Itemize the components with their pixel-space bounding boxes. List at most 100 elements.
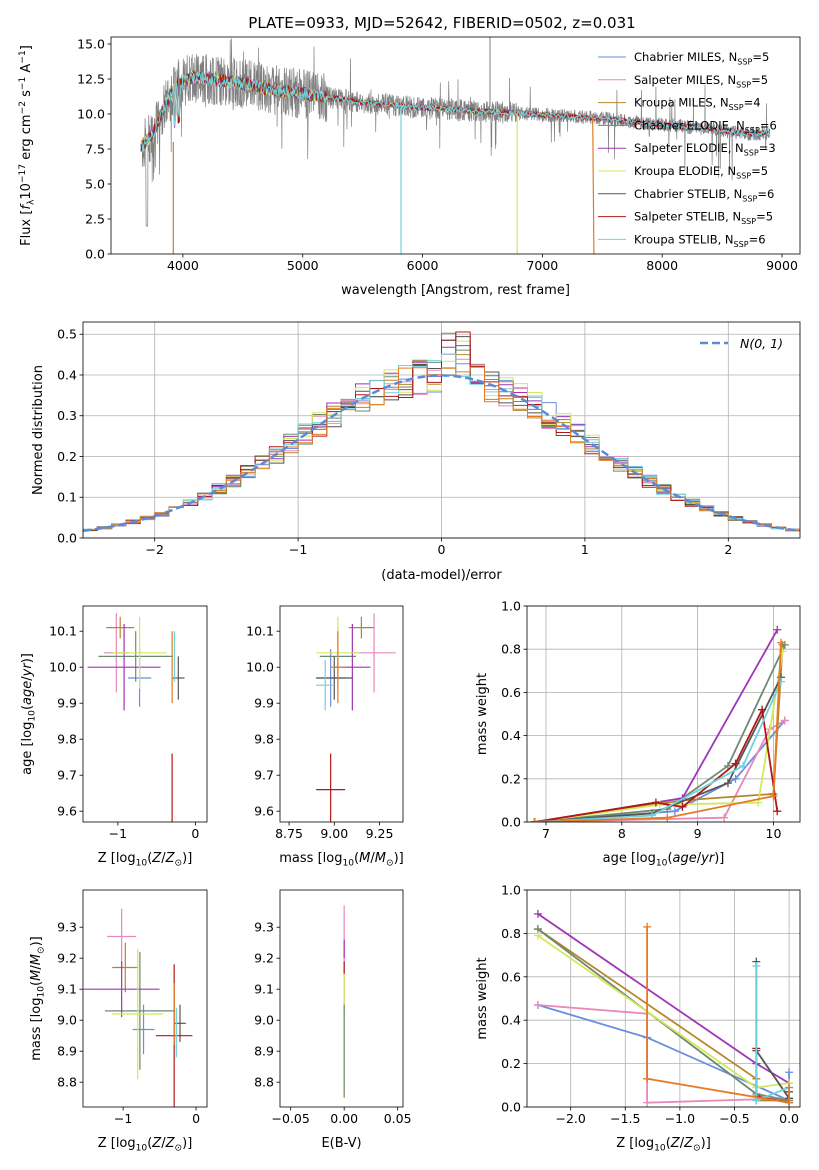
weight-line bbox=[537, 1004, 790, 1102]
errorbar-point bbox=[87, 624, 161, 711]
legend-entry: Kroupa STELIB, NSSP=6 bbox=[634, 232, 766, 249]
x-tick-label: 8000 bbox=[646, 258, 678, 273]
y-tick-label: 0.6 bbox=[501, 969, 521, 984]
y-tick-label: 0.2 bbox=[501, 771, 521, 786]
x-axis-label: Z [log10(Z/Z⊙)] bbox=[98, 1136, 193, 1154]
x-tick-label: 7000 bbox=[526, 258, 558, 273]
x-tick-label: 0 bbox=[192, 1111, 200, 1126]
weight-marker bbox=[723, 761, 732, 770]
weight-line bbox=[534, 651, 784, 822]
panel-mass_vs_EBV: −0.05 0.00 0.05 8.8 8.9 9.0 9.1 9.2 9.3 E(B-V) bbox=[254, 889, 412, 1151]
y-tick-label: 0.2 bbox=[57, 449, 77, 464]
y-tick-label: 0.4 bbox=[501, 1013, 521, 1028]
plot-area-weight_vs_age bbox=[530, 625, 789, 822]
x-tick-label: 1 bbox=[581, 542, 589, 557]
weight-line bbox=[646, 926, 790, 1104]
y-tick-label: 9.3 bbox=[57, 920, 77, 935]
x-axis-label: E(B-V) bbox=[321, 1136, 361, 1151]
x-tick-label: −0.05 bbox=[272, 1111, 310, 1126]
weight-marker bbox=[785, 1068, 794, 1077]
y-tick-label: 10.0 bbox=[246, 660, 274, 675]
x-tick-label: 7 bbox=[542, 826, 550, 841]
x-tick-label: −1.5 bbox=[610, 1111, 640, 1126]
weight-marker bbox=[720, 813, 729, 822]
y-tick-label: 9.8 bbox=[57, 732, 77, 747]
y-axis-label: age [log10(age/yr)] bbox=[20, 653, 38, 775]
weight-marker bbox=[651, 798, 660, 807]
weight-marker bbox=[663, 813, 672, 822]
weight-marker bbox=[678, 802, 687, 811]
y-tick-label: 9.0 bbox=[57, 1013, 77, 1028]
weight-marker bbox=[670, 807, 679, 816]
legend-entry: N(0, 1) bbox=[740, 336, 783, 351]
x-tick-label: −1 bbox=[114, 1111, 132, 1126]
x-axis-label: wavelength [Angstrom, rest frame] bbox=[341, 283, 570, 298]
legend-normal: N(0, 1) bbox=[700, 336, 783, 351]
x-tick-label: −1 bbox=[109, 826, 127, 841]
weight-line bbox=[534, 644, 784, 822]
weight-line bbox=[755, 961, 790, 1102]
y-tick-label: 9.8 bbox=[254, 732, 274, 747]
panel-weight_vs_age: 7 8 9 10 0.0 0.2 0.4 0.6 0.8 1.0 age [log10(age/yr… bbox=[475, 599, 801, 869]
x-tick-label: 8 bbox=[618, 826, 626, 841]
y-tick-label: 9.3 bbox=[254, 920, 274, 935]
y-tick-label: 0.1 bbox=[57, 490, 77, 505]
panel-age_vs_Z: −1 0 9.6 9.7 9.8 9.9 10.0 10.1 Z [log10(Z/Z⊙)] ag… bbox=[20, 605, 208, 869]
x-tick-label: 0.0 bbox=[779, 1111, 799, 1126]
x-tick-label: 6000 bbox=[407, 258, 439, 273]
weight-line bbox=[537, 913, 790, 1084]
errorbar-point bbox=[98, 631, 173, 682]
y-tick-label: 10.1 bbox=[246, 624, 274, 639]
y-axis-label: mass weight bbox=[475, 673, 490, 755]
y-tick-label: 9.0 bbox=[254, 1013, 274, 1028]
errorbar-point bbox=[83, 961, 160, 1018]
weight-marker bbox=[643, 1074, 652, 1083]
errorbar-point bbox=[112, 942, 139, 993]
y-tick-label: 0.5 bbox=[57, 327, 77, 342]
weight-line bbox=[534, 642, 782, 822]
weight-marker bbox=[731, 774, 740, 783]
weight-marker bbox=[530, 818, 539, 822]
x-tick-label: 0.00 bbox=[330, 1111, 358, 1126]
errorbar-point bbox=[132, 1004, 155, 1055]
y-tick-label: 9.7 bbox=[57, 768, 77, 783]
axes-frame bbox=[279, 889, 404, 1108]
x-axis-label: mass [log10(M/M⊙)] bbox=[279, 851, 403, 869]
x-tick-label: 0.05 bbox=[384, 1111, 412, 1126]
y-tick-label: 0.0 bbox=[501, 1100, 521, 1115]
panel-spectrum: 4000 5000 6000 7000 8000 9000 0.0 2.5 5.0 7.5 10.0… bbox=[18, 36, 801, 298]
plot-area-residuals bbox=[83, 331, 800, 538]
weight-marker bbox=[785, 1083, 794, 1092]
kroupa-miles-edge bbox=[592, 116, 595, 254]
weight-line bbox=[534, 629, 779, 822]
axes-frame bbox=[82, 889, 208, 1108]
y-tick-label: 10.0 bbox=[77, 107, 105, 122]
y-tick-label: 5.0 bbox=[85, 177, 105, 192]
errorbar-point bbox=[316, 656, 353, 700]
y-tick-label: 9.7 bbox=[254, 768, 274, 783]
x-tick-label: −2.0 bbox=[556, 1111, 586, 1126]
x-tick-label: 8.75 bbox=[275, 826, 303, 841]
weight-line bbox=[534, 644, 786, 822]
legend-entry: Salpeter ELODIE, NSSP=3 bbox=[634, 141, 776, 158]
legend-entry: Kroupa ELODIE, NSSP=5 bbox=[634, 164, 768, 181]
y-tick-label: 0.6 bbox=[501, 685, 521, 700]
normal-curve bbox=[83, 374, 800, 533]
y-tick-label: 0.8 bbox=[501, 926, 521, 941]
weight-marker bbox=[533, 931, 542, 940]
axes-frame bbox=[110, 36, 801, 255]
errorbar-point bbox=[107, 908, 137, 965]
x-tick-label: −1 bbox=[289, 542, 307, 557]
weight-marker bbox=[777, 638, 786, 647]
y-tick-label: 9.9 bbox=[57, 696, 77, 711]
plot-area-age_vs_Z bbox=[87, 613, 185, 822]
x-tick-label: 10 bbox=[766, 826, 782, 841]
errorbar-point bbox=[112, 948, 164, 1080]
y-tick-label: 9.1 bbox=[57, 982, 77, 997]
x-tick-label: 4000 bbox=[167, 258, 199, 273]
axes-frame bbox=[526, 605, 801, 823]
y-tick-label: 0.8 bbox=[501, 642, 521, 657]
legend-entry: Salpeter STELIB, NSSP=5 bbox=[634, 210, 773, 227]
x-tick-label: 5000 bbox=[287, 258, 319, 273]
x-tick-label: −2 bbox=[145, 542, 163, 557]
